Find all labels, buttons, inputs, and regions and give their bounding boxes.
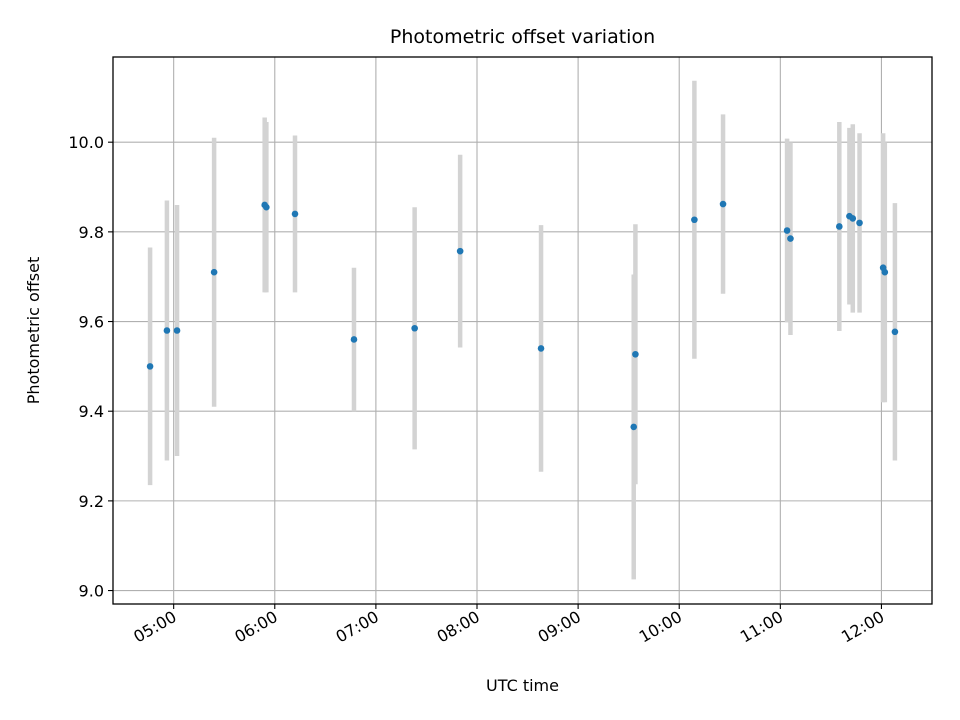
y-tick-label: 10.0 <box>68 133 104 152</box>
data-point <box>263 203 270 211</box>
data-point <box>632 350 639 358</box>
data-point <box>456 247 464 255</box>
data-point <box>173 327 181 334</box>
data-point <box>881 268 889 276</box>
y-axis-title: Photometric offset <box>24 257 43 405</box>
data-point <box>787 235 794 242</box>
x-tick-label: 12:00 <box>838 607 887 647</box>
data-point <box>849 215 857 222</box>
y-tick-label: 9.0 <box>79 582 104 601</box>
x-tick-label: 08:00 <box>434 607 483 647</box>
data-point <box>719 200 727 208</box>
data-point <box>163 327 171 334</box>
data-point <box>630 423 638 431</box>
data-point <box>691 216 698 224</box>
y-tick-label: 9.8 <box>79 223 104 242</box>
x-tick-label: 05:00 <box>130 607 179 647</box>
x-tick-label: 10:00 <box>636 607 685 647</box>
x-tick-label: 06:00 <box>231 607 280 647</box>
x-tick-label: 09:00 <box>535 607 584 647</box>
chart-title: Photometric offset variation <box>390 26 655 48</box>
y-tick-label: 9.2 <box>79 492 104 511</box>
point-layer <box>146 200 899 431</box>
data-point <box>291 210 299 218</box>
plot-area <box>113 57 932 604</box>
data-point <box>891 328 899 336</box>
x-tick-label: 07:00 <box>332 607 381 647</box>
data-point <box>783 227 791 234</box>
y-tick-label: 9.4 <box>79 402 104 421</box>
data-point <box>856 219 863 227</box>
y-tick-label: 9.6 <box>79 313 104 332</box>
data-point <box>411 324 418 332</box>
data-point <box>210 268 218 276</box>
data-point <box>836 223 843 230</box>
x-tick-label: 11:00 <box>737 607 786 647</box>
x-axis-title: UTC time <box>486 676 559 695</box>
data-point <box>350 336 358 343</box>
plot-frame <box>112 56 933 605</box>
data-point <box>146 363 154 370</box>
data-point <box>537 345 545 352</box>
